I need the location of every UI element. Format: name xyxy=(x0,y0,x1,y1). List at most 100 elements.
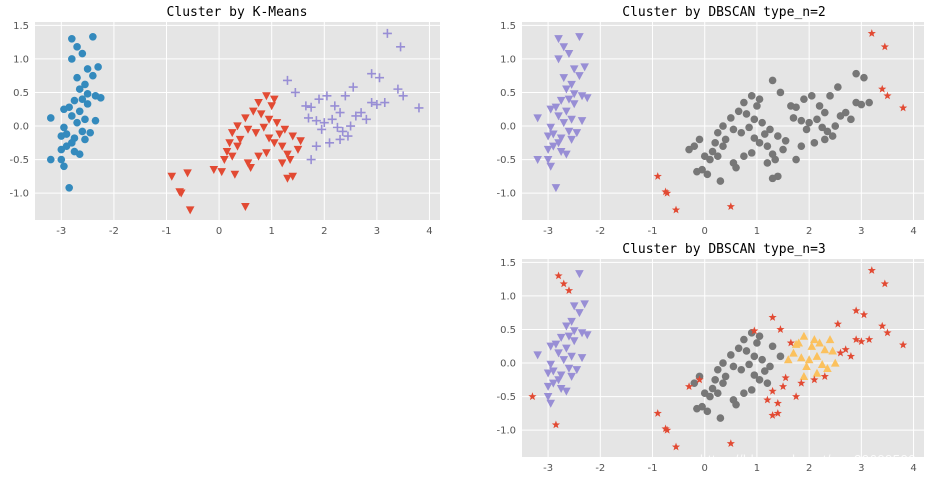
data-point xyxy=(729,125,738,134)
x-tick-label: 1 xyxy=(754,463,760,474)
data-point xyxy=(760,130,769,138)
data-point xyxy=(711,139,719,147)
data-point xyxy=(564,49,574,58)
data-point xyxy=(380,98,390,108)
data-point xyxy=(546,162,556,171)
data-point xyxy=(880,279,889,288)
data-point xyxy=(562,322,571,331)
data-point xyxy=(768,313,777,321)
x-tick-label: -3 xyxy=(543,463,553,474)
data-point xyxy=(546,399,556,408)
data-point xyxy=(750,326,759,335)
dbscan3-chart: Cluster by DBSCAN type_n=3 -3 -2 -1 0 1 2 3 4 -1… xyxy=(496,242,924,474)
data-point xyxy=(828,132,837,140)
x-tick-label: -1 xyxy=(162,226,172,237)
data-point xyxy=(306,155,316,165)
x-tick-label: 4 xyxy=(910,463,916,474)
data-point xyxy=(183,169,192,178)
data-point xyxy=(783,355,793,364)
data-point xyxy=(267,102,276,111)
data-point xyxy=(693,404,701,413)
data-point xyxy=(792,392,801,401)
data-point xyxy=(528,392,537,401)
data-point xyxy=(753,339,761,347)
x-tick-label: 3 xyxy=(858,226,864,237)
data-point xyxy=(716,414,725,422)
data-point xyxy=(554,139,563,148)
data-point xyxy=(243,125,253,134)
data-point xyxy=(732,163,740,172)
data-point xyxy=(774,132,782,140)
data-point xyxy=(549,367,558,376)
data-point xyxy=(562,150,571,159)
x-tick-label: 2 xyxy=(321,226,327,237)
data-point xyxy=(96,94,105,102)
data-point xyxy=(569,90,579,99)
data-point xyxy=(280,125,290,134)
data-point xyxy=(549,142,558,151)
data-point xyxy=(740,389,748,398)
data-point xyxy=(311,141,321,151)
data-point xyxy=(551,340,561,349)
data-point xyxy=(813,115,821,124)
y-tick-label: 1.5 xyxy=(500,258,516,269)
data-point xyxy=(241,114,250,123)
data-point xyxy=(577,329,587,338)
data-point xyxy=(834,83,842,91)
data-point xyxy=(575,72,584,81)
data-point xyxy=(778,382,788,390)
data-point xyxy=(275,130,284,139)
data-point xyxy=(821,108,829,117)
data-point xyxy=(290,87,300,97)
data-point xyxy=(703,170,712,179)
data-point xyxy=(556,333,566,342)
x-tick-label: -3 xyxy=(56,226,66,237)
data-point xyxy=(564,332,574,341)
data-point xyxy=(857,337,866,346)
data-point xyxy=(340,91,350,101)
data-point xyxy=(755,376,764,384)
data-point xyxy=(78,95,87,103)
data-point xyxy=(562,387,571,396)
data-point xyxy=(233,122,242,131)
data-point xyxy=(264,115,274,124)
plot-area xyxy=(35,22,440,220)
data-point xyxy=(556,147,566,156)
data-point xyxy=(356,108,366,118)
data-point xyxy=(734,107,743,116)
data-point xyxy=(797,142,806,150)
data-point xyxy=(559,279,568,288)
data-point xyxy=(833,319,842,328)
data-point xyxy=(663,188,672,197)
data-point xyxy=(745,123,753,132)
data-point xyxy=(293,145,303,154)
data-point xyxy=(220,155,229,164)
data-point xyxy=(653,409,662,417)
data-point xyxy=(246,164,255,173)
data-point xyxy=(57,132,66,140)
data-point xyxy=(543,155,553,164)
data-point xyxy=(572,366,582,375)
data-point xyxy=(815,338,824,347)
data-point xyxy=(577,354,587,363)
data-point xyxy=(582,94,592,103)
data-point xyxy=(91,116,100,125)
data-point xyxy=(567,80,576,89)
data-point xyxy=(543,392,553,401)
data-point xyxy=(564,364,574,373)
y-tick-label: 1.5 xyxy=(500,21,516,32)
data-point xyxy=(653,172,662,180)
data-point xyxy=(70,96,79,105)
data-point xyxy=(860,73,868,82)
data-point xyxy=(551,420,561,429)
data-point xyxy=(335,108,345,118)
data-point xyxy=(690,142,699,150)
data-point xyxy=(867,266,876,274)
data-point xyxy=(807,92,816,100)
data-point xyxy=(781,137,790,145)
data-point xyxy=(852,306,861,315)
data-point xyxy=(57,145,66,154)
data-point xyxy=(83,90,92,98)
data-point xyxy=(799,372,809,381)
y-tick-label: -1.0 xyxy=(496,426,516,437)
